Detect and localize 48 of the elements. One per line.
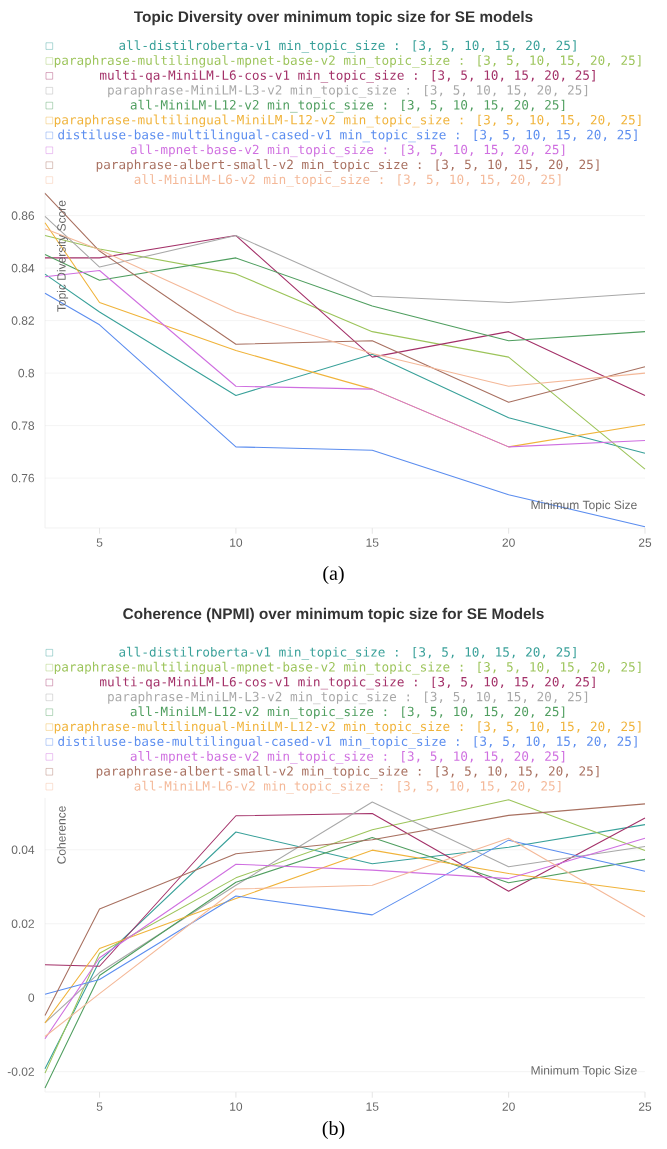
text: multi-qa-MiniLM-L6-cos-v1 min_topic_size : [3, 5, 10, 15, 20, 25] bbox=[100, 70, 595, 83]
line-series bbox=[44, 192, 646, 403]
y-tick-label: 0.04 bbox=[11, 845, 35, 855]
y-tick-label: 0 bbox=[28, 993, 35, 1002]
x-tick-label: 20 bbox=[502, 1102, 515, 1111]
y-tick-label: 0.78 bbox=[11, 421, 35, 430]
text: all-MiniLM-L12-v2 min_topic_size : [3, 5, 10, 15, 20, 25] bbox=[130, 706, 565, 720]
y-tick-label: 0.8 bbox=[18, 368, 35, 378]
text: paraphrase-MiniLM-L3-v2 min_topic_size : [3, 5, 10, 15, 20, 25] bbox=[108, 84, 588, 98]
text: (a) bbox=[323, 565, 344, 585]
text: all-MiniLM-L12-v2 min_topic_size : [3, 5, 10, 15, 20, 25] bbox=[130, 99, 565, 113]
x-tick-label: 20 bbox=[502, 538, 515, 547]
y-tick-label: 0.76 bbox=[11, 473, 35, 483]
x-tick-label: 5 bbox=[96, 1102, 103, 1111]
text: all-MiniLM-L6-v2 min_topic_size : [3, 5, 10, 15, 20, 25] bbox=[134, 174, 561, 187]
text: all-distilroberta-v1 min_topic_size : [3, 5, 10, 15, 20, 25] bbox=[119, 646, 576, 660]
text: all-MiniLM-L6-v2 min_topic_size : [3, 5, 10, 15, 20, 25] bbox=[134, 780, 561, 794]
text: multi-qa-MiniLM-L6-cos-v1 min_topic_size : [3, 5, 10, 15, 20, 25] bbox=[100, 676, 595, 690]
y-tick-label: 0.82 bbox=[11, 316, 34, 325]
text: paraphrase-MiniLM-L3-v2 min_topic_size : [3, 5, 10, 15, 20, 25] bbox=[108, 691, 588, 705]
x-tick-label: 15 bbox=[366, 1102, 379, 1111]
text: paraphrase-albert-small-v2 min_topic_size : [3, 5, 10, 15, 20, 25] bbox=[96, 159, 599, 172]
x-tick-label: 10 bbox=[230, 538, 243, 547]
y-tick-label: -0.02 bbox=[7, 1067, 34, 1076]
x-tick-label: 15 bbox=[366, 538, 379, 547]
legend-label: paraphrase-multilingual-MiniLM-L12-v2 min_topic_size : [3, 5, 10, 15, 20, 25] bbox=[54, 114, 641, 128]
x-tick-label: 25 bbox=[638, 1102, 652, 1111]
text: (b) bbox=[322, 1120, 345, 1140]
y-tick-label: 0.84 bbox=[11, 263, 35, 273]
text: all-distilroberta-v1 min_topic_size : [3, 5, 10, 15, 20, 25] bbox=[119, 40, 576, 53]
text: paraphrase-albert-small-v2 min_topic_size : [3, 5, 10, 15, 20, 25] bbox=[96, 765, 599, 779]
text: all-mpnet-base-v2 min_topic_size : [3, 5, 10, 15, 20, 25] bbox=[130, 144, 565, 158]
chart-title: Coherence (NPMI) over minimum topic size for SE Models bbox=[123, 607, 544, 623]
legend-label: paraphrase-multilingual-mpnet-base-v2 min_topic_size : [3, 5, 10, 15, 20, 25] bbox=[54, 55, 641, 68]
text: all-mpnet-base-v2 min_topic_size : [3, 5, 10, 15, 20, 25] bbox=[130, 751, 565, 764]
legend-label: paraphrase-multilingual-mpnet-base-v2 min_topic_size : [3, 5, 10, 15, 20, 25] bbox=[54, 661, 641, 675]
x-tick-label: 10 bbox=[230, 1102, 243, 1111]
y-axis-title: Topic Diversity Score bbox=[56, 200, 69, 312]
legend-label: distiluse-base-multilingual-cased-v1 min_topic_size : [3, 5, 10, 15, 20, 25] bbox=[58, 736, 637, 749]
y-tick-label: 0.02 bbox=[11, 919, 34, 928]
legend-label: distiluse-base-multilingual-cased-v1 min_topic_size : [3, 5, 10, 15, 20, 25] bbox=[58, 129, 637, 143]
x-axis-title: Minimum Topic Size bbox=[531, 1065, 637, 1077]
chart-title: Topic Diversity over minimum topic size for SE models bbox=[133, 10, 533, 26]
y-axis-title: Coherence bbox=[56, 806, 66, 864]
legend-label: paraphrase-multilingual-MiniLM-L12-v2 min_topic_size : [3, 5, 10, 15, 20, 25] bbox=[54, 721, 641, 734]
x-tick-label: 5 bbox=[96, 538, 103, 547]
x-tick-label: 25 bbox=[638, 538, 652, 547]
y-tick-label: 0.86 bbox=[11, 211, 35, 220]
